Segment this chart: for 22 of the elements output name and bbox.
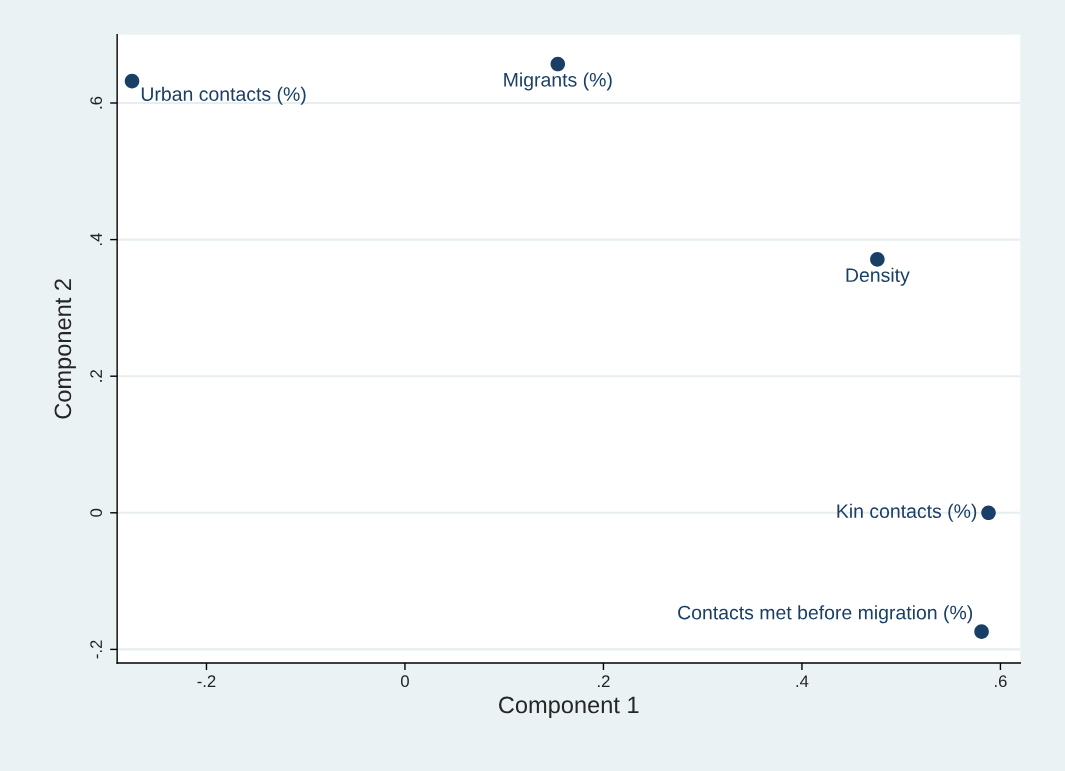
y-tick-label: .4 bbox=[90, 233, 102, 246]
y-tick-label: -.2 bbox=[90, 640, 102, 659]
point bbox=[981, 505, 996, 521]
point bbox=[870, 252, 885, 267]
point bbox=[550, 56, 566, 72]
annotation: Contacts met before migration (%) bbox=[678, 605, 973, 624]
y-tick-label: .2 bbox=[90, 370, 102, 382]
annotation: Kin contacts (%) bbox=[837, 503, 977, 522]
annotation: Urban contacts (%) bbox=[141, 86, 306, 105]
annotation: Migrants (%) bbox=[504, 72, 612, 91]
x-tick-label: .4 bbox=[796, 675, 809, 687]
y-tick-label: 0 bbox=[90, 508, 103, 517]
x-tick-label: .6 bbox=[994, 675, 1007, 688]
y-axis-title: Component 2 bbox=[54, 279, 76, 419]
annotation: Density bbox=[846, 267, 910, 286]
x-axis-title: Component 1 bbox=[499, 696, 639, 718]
point bbox=[124, 73, 140, 89]
x-tick-label: .2 bbox=[598, 675, 610, 687]
x-tick-label: 0 bbox=[400, 675, 409, 688]
x-tick-label: -.2 bbox=[197, 675, 216, 687]
y-tick-label: .6 bbox=[90, 96, 103, 109]
point bbox=[974, 624, 989, 639]
